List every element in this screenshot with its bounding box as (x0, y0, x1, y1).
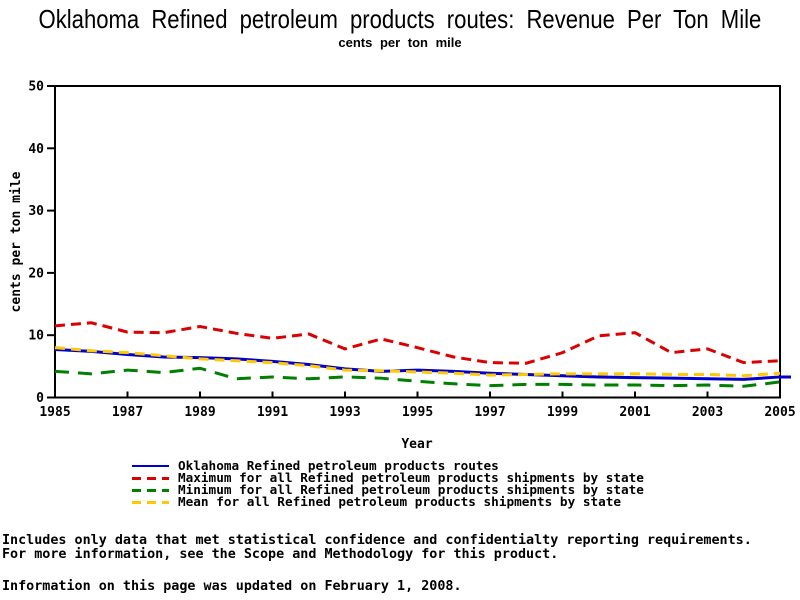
x-tick-label: 1997 (474, 405, 505, 420)
legend: Oklahoma Refined petroleum products rout… (132, 458, 644, 509)
y-tick-label: 10 (28, 329, 44, 344)
series-line-oklahoma (54, 348, 791, 381)
series-line-mean (54, 346, 781, 378)
legend-label: Minimum for all Refined petroleum produc… (178, 482, 644, 497)
y-tick-label: 40 (28, 142, 44, 157)
series-line-minimum (54, 366, 781, 388)
legend-label: Oklahoma Refined petroleum products rout… (178, 458, 499, 473)
plot-frame (54, 85, 781, 399)
y-tick-label: 0 (36, 391, 44, 406)
legend-label: Mean for all Refined petroleum products … (178, 494, 622, 509)
series-line-maximum (54, 321, 781, 365)
footnote-updated: Information on this page was updated on … (2, 579, 462, 594)
x-tick-label: 2003 (692, 405, 723, 420)
x-tick-label: 1985 (39, 405, 70, 420)
legend-line-sample (132, 476, 169, 480)
chart-title: Oklahoma Refined petroleum products rout… (38, 4, 762, 34)
x-tick-label: 1989 (184, 405, 215, 420)
y-tick-label: 30 (28, 204, 44, 219)
x-tick-label: 1987 (112, 405, 143, 420)
legend-item: Mean for all Refined petroleum products … (132, 494, 644, 509)
y-tick-label: 20 (28, 266, 44, 281)
x-axis-title: Year (401, 437, 432, 452)
legend-item: Minimum for all Refined petroleum produc… (132, 482, 644, 497)
legend-line-sample (132, 500, 169, 504)
legend-label: Maximum for all Refined petroleum produc… (178, 470, 644, 485)
legend-item: Maximum for all Refined petroleum produc… (132, 470, 644, 485)
x-tick-label: 1993 (329, 405, 360, 420)
x-tick-label: 2005 (764, 405, 795, 420)
legend-line-sample (132, 465, 169, 467)
legend-line-sample (132, 488, 169, 492)
footnote-line: Includes only data that met statistical … (2, 533, 752, 548)
x-tick-label: 2001 (619, 405, 650, 420)
y-axis-title: cents per ton mile (9, 171, 24, 312)
footnote-confidence: Includes only data that met statistical … (2, 534, 752, 561)
x-tick-label: 1995 (402, 405, 433, 420)
chart-subtitle: cents per ton mile (338, 35, 462, 50)
x-tick-label: 1999 (547, 405, 578, 420)
legend-item: Oklahoma Refined petroleum products rout… (132, 458, 644, 473)
y-tick-label: 50 (28, 80, 44, 95)
x-tick-label: 1991 (257, 405, 288, 420)
footnote-line: For more information, see the Scope and … (2, 546, 559, 562)
